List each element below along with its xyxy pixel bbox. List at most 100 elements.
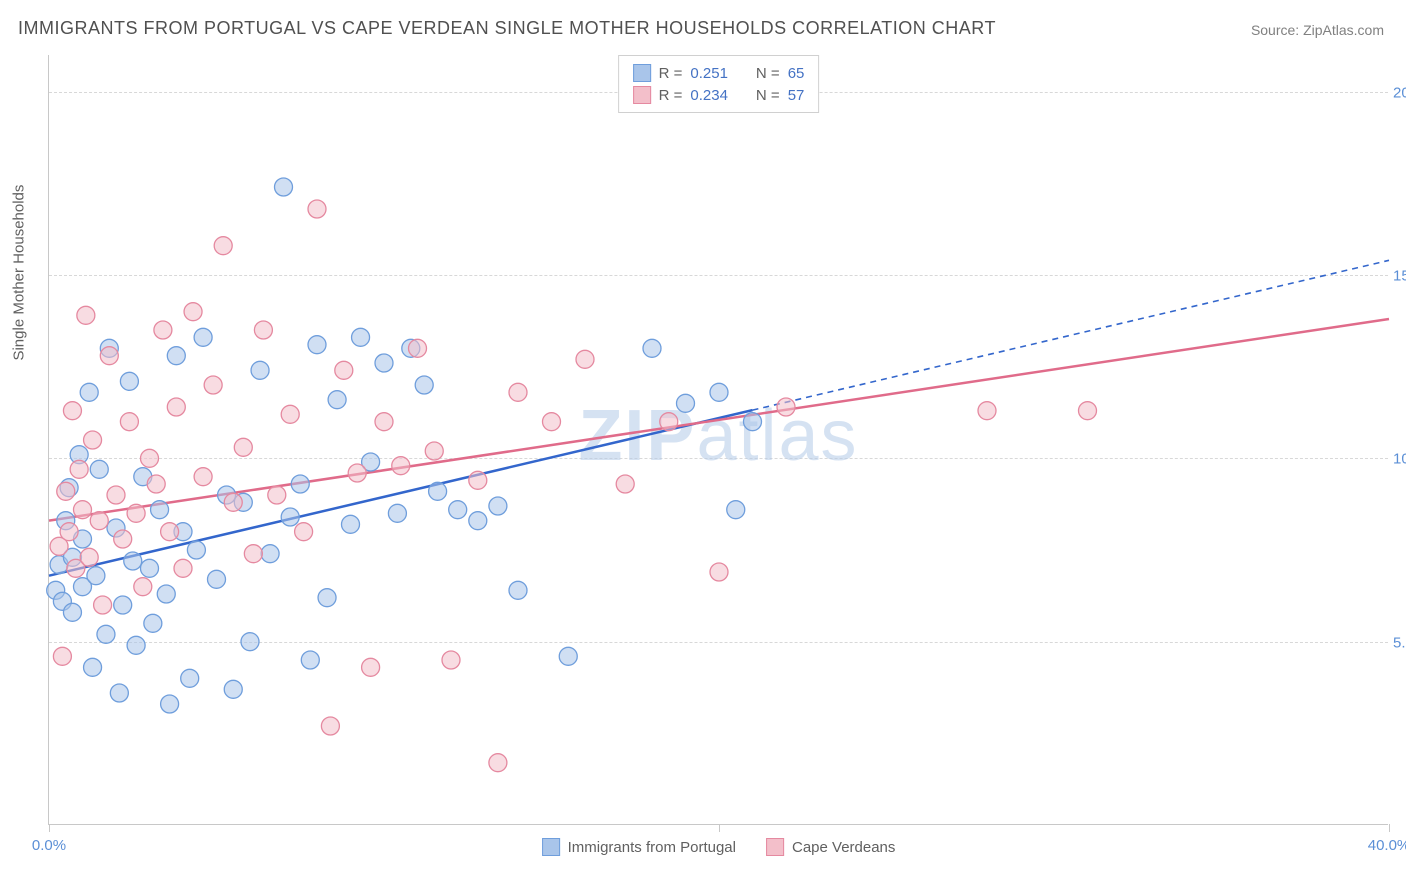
data-point [308, 336, 326, 354]
data-point [194, 468, 212, 486]
data-point [469, 471, 487, 489]
data-point [97, 625, 115, 643]
data-point [147, 475, 165, 493]
y-tick-label: 10.0% [1393, 451, 1406, 468]
data-point [335, 361, 353, 379]
x-tick [719, 824, 720, 832]
data-point [727, 501, 745, 519]
data-point [100, 347, 118, 365]
data-point [208, 570, 226, 588]
data-point [77, 306, 95, 324]
y-tick-label: 20.0% [1393, 84, 1406, 101]
stats-legend: R = 0.251 N = 65 R = 0.234 N = 57 [618, 55, 820, 113]
swatch-series1 [633, 64, 651, 82]
data-point [342, 515, 360, 533]
data-point [174, 559, 192, 577]
data-point [392, 457, 410, 475]
data-point [509, 383, 527, 401]
data-point [409, 339, 427, 357]
data-point [449, 501, 467, 519]
data-point [268, 486, 286, 504]
data-point [187, 541, 205, 559]
data-point [254, 321, 272, 339]
data-point [388, 504, 406, 522]
data-point [348, 464, 366, 482]
data-point [127, 504, 145, 522]
data-point [261, 545, 279, 563]
data-point [375, 413, 393, 431]
data-point [134, 578, 152, 596]
data-point [576, 350, 594, 368]
data-point [281, 508, 299, 526]
data-point [84, 658, 102, 676]
data-point [328, 391, 346, 409]
data-point [469, 512, 487, 530]
series-legend: Immigrants from Portugal Cape Verdeans [542, 838, 896, 856]
data-point [120, 372, 138, 390]
chart-title: IMMIGRANTS FROM PORTUGAL VS CAPE VERDEAN… [18, 18, 996, 39]
x-tick [1389, 824, 1390, 832]
stats-row-series2: R = 0.234 N = 57 [633, 84, 805, 106]
legend-item-series2: Cape Verdeans [766, 838, 895, 856]
x-tick-label: 40.0% [1368, 837, 1406, 854]
data-point [80, 548, 98, 566]
data-point [114, 530, 132, 548]
data-point [94, 596, 112, 614]
trend-line-dashed [753, 260, 1390, 410]
swatch-series1-icon [542, 838, 560, 856]
y-axis-label: Single Mother Households [11, 184, 28, 360]
data-point [489, 497, 507, 515]
data-point [157, 585, 175, 603]
data-point [141, 559, 159, 577]
stats-row-series1: R = 0.251 N = 65 [633, 62, 805, 84]
data-point [114, 596, 132, 614]
swatch-series2 [633, 86, 651, 104]
data-point [127, 636, 145, 654]
data-point [194, 328, 212, 346]
source-label: Source: ZipAtlas.com [1251, 22, 1384, 38]
data-point [643, 339, 661, 357]
data-point [124, 552, 142, 570]
data-point [161, 695, 179, 713]
data-point [978, 402, 996, 420]
data-point [429, 482, 447, 500]
data-point [543, 413, 561, 431]
data-point [281, 405, 299, 423]
data-point [352, 328, 370, 346]
data-point [710, 383, 728, 401]
data-point [710, 563, 728, 581]
data-point [224, 680, 242, 698]
data-point [318, 589, 336, 607]
data-point [241, 633, 259, 651]
data-point [489, 754, 507, 772]
data-point [744, 413, 762, 431]
data-point [559, 647, 577, 665]
y-tick-label: 5.0% [1393, 634, 1406, 651]
data-point [509, 581, 527, 599]
data-point [84, 431, 102, 449]
data-point [167, 347, 185, 365]
data-point [224, 493, 242, 511]
data-point [275, 178, 293, 196]
x-tick-label: 0.0% [32, 837, 66, 854]
data-point [204, 376, 222, 394]
data-point [214, 237, 232, 255]
data-point [677, 394, 695, 412]
data-point [141, 449, 159, 467]
data-point [777, 398, 795, 416]
data-point [154, 321, 172, 339]
data-point [234, 438, 252, 456]
data-point [80, 383, 98, 401]
data-point [375, 354, 393, 372]
x-tick [49, 824, 50, 832]
data-point [308, 200, 326, 218]
data-point [321, 717, 339, 735]
data-point [442, 651, 460, 669]
data-point [291, 475, 309, 493]
data-point [120, 413, 138, 431]
data-point [63, 603, 81, 621]
y-tick-label: 15.0% [1393, 268, 1406, 285]
data-point [60, 523, 78, 541]
plot-area: Single Mother Households 5.0%10.0%15.0%2… [48, 55, 1388, 825]
data-point [161, 523, 179, 541]
